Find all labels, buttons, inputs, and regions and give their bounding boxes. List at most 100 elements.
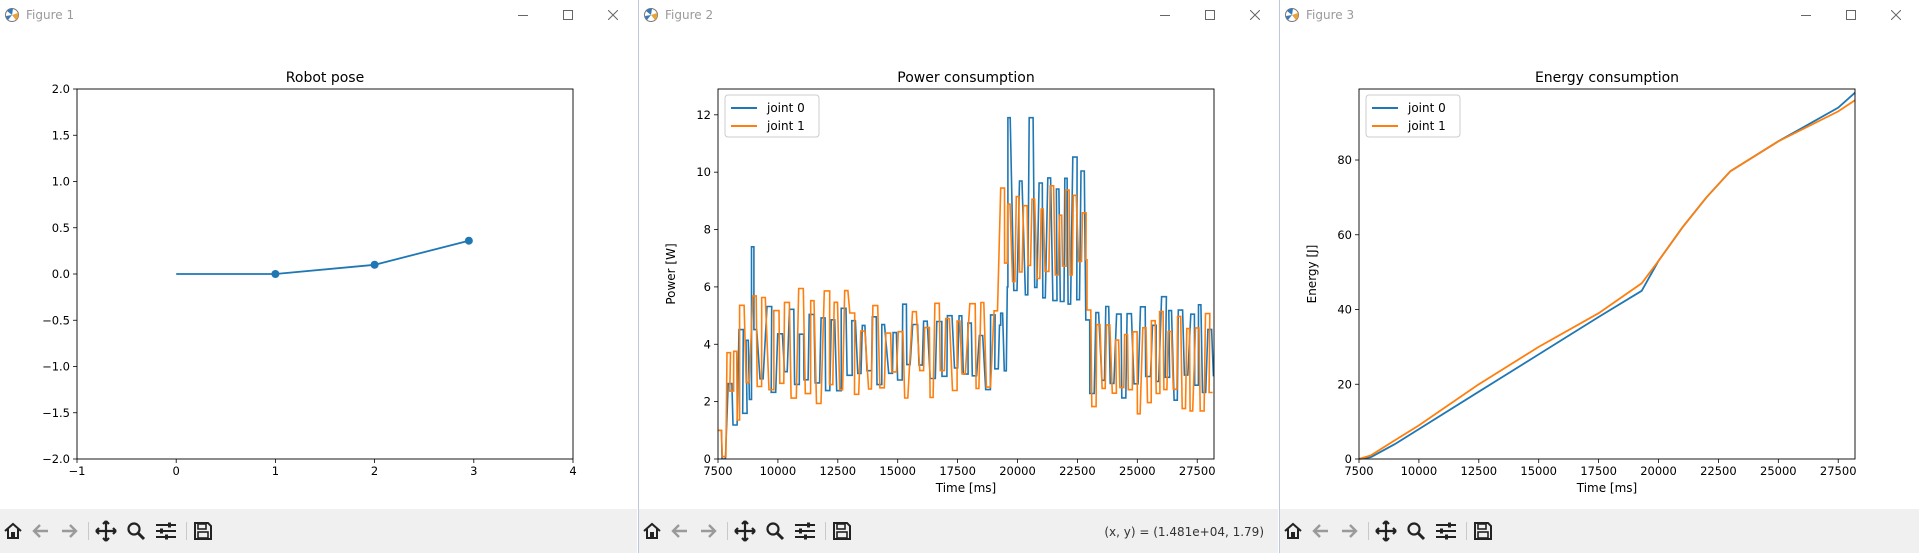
minimize-button[interactable] (1791, 3, 1821, 27)
close-button[interactable] (1881, 3, 1911, 27)
y-tick-label: 1.0 (52, 175, 70, 189)
joint-marker (271, 270, 280, 278)
configure-subplots-button[interactable] (1434, 520, 1458, 542)
back-button[interactable] (29, 520, 53, 542)
minimize-button[interactable] (508, 3, 538, 27)
toolbar-separator (727, 522, 728, 540)
maximize-button[interactable] (1195, 3, 1225, 27)
maximize-icon (1846, 10, 1856, 20)
x-tick-label: 15000 (879, 464, 916, 478)
chart-title: Power consumption (897, 70, 1034, 86)
x-tick-label: 22500 (1700, 464, 1737, 478)
y-tick-label: 2 (704, 395, 711, 409)
zoom-button[interactable] (1404, 520, 1428, 542)
pose-line (176, 239, 470, 275)
robot-pose-chart: Robot pose −1 0 1 2 3 4 −2.0 −1.5 −1.0 −0.5 0.0 0.5 1… (42, 70, 577, 478)
y-tick-label: 10 (696, 165, 711, 179)
back-arrow-icon (32, 524, 48, 538)
forward-button[interactable] (57, 520, 81, 542)
pan-icon (734, 520, 756, 542)
series-line-joint-0 (718, 116, 1214, 459)
zoom-button[interactable] (124, 520, 148, 542)
pan-icon (1375, 520, 1397, 542)
joint-marker (464, 236, 473, 245)
title-bar[interactable]: Figure 3 (1280, 0, 1919, 31)
forward-button[interactable] (696, 520, 720, 542)
title-bar[interactable]: Figure 2 (639, 0, 1278, 31)
configure-subplots-button[interactable] (154, 520, 178, 542)
maximize-button[interactable] (553, 3, 583, 27)
figure-canvas[interactable]: Robot pose −1 0 1 2 3 4 −2.0 −1.5 −1.0 −0.5 0.0 0.5 1… (0, 31, 637, 509)
x-axis-label: Time [ms] (935, 481, 997, 495)
pan-button[interactable] (733, 520, 757, 542)
y-tick-label: 80 (1337, 153, 1352, 167)
legend-label: joint 0 (766, 101, 805, 115)
series-line-joint-1 (718, 185, 1213, 458)
pan-button[interactable] (1374, 520, 1398, 542)
home-icon (643, 522, 661, 539)
back-button[interactable] (1309, 520, 1333, 542)
cursor-coordinates-readout: (x, y) = (1.481e+04, 1.79) (1104, 525, 1264, 539)
legend: joint 0 joint 1 (724, 94, 820, 138)
energy-consumption-chart: Energy consumption 7500 10000 12500 15000 175… (1305, 70, 1857, 495)
x-tick-label: 0 (173, 464, 180, 478)
axes-frame (76, 88, 574, 460)
toolbar-separator (1466, 522, 1467, 540)
y-tick-label: 1.5 (52, 128, 70, 142)
navigation-toolbar (1280, 509, 1919, 553)
save-icon (833, 522, 851, 540)
minimize-icon (1801, 15, 1811, 16)
x-tick-label: −1 (69, 464, 86, 478)
back-arrow-icon (671, 524, 687, 538)
zoom-icon (127, 522, 146, 541)
window-title: Figure 3 (1306, 8, 1355, 22)
y-tick-label: 4 (704, 337, 711, 351)
y-tick-label: 12 (696, 108, 711, 122)
x-tick-label: 25000 (1760, 464, 1797, 478)
y-tick-label: −2.0 (42, 452, 70, 466)
legend-label: joint 0 (1407, 101, 1446, 115)
minimize-button[interactable] (1150, 3, 1180, 27)
home-button[interactable] (1, 520, 25, 542)
maximize-button[interactable] (1836, 3, 1866, 27)
y-axis-label: Energy [J] (1305, 245, 1319, 304)
x-tick-label: 7500 (1344, 464, 1373, 478)
figure-canvas[interactable]: Power consumption 7500 10000 12500 15000 1750… (639, 31, 1278, 509)
x-tick-label: 7500 (703, 464, 732, 478)
x-tick-label: 20000 (1640, 464, 1677, 478)
home-button[interactable] (1281, 520, 1305, 542)
close-button[interactable] (598, 3, 628, 27)
x-tick-label: 12500 (1461, 464, 1498, 478)
save-button[interactable] (830, 520, 854, 542)
x-tick-label: 27500 (1179, 464, 1216, 478)
save-icon (194, 522, 212, 540)
y-tick-label: 0 (1345, 452, 1352, 466)
legend-label: joint 1 (1407, 119, 1446, 133)
y-tick-label: 40 (1337, 303, 1352, 317)
save-icon (1474, 522, 1492, 540)
figure-window-2: Figure 2 Power consumption 7500 10000 12500… (638, 0, 1278, 553)
save-button[interactable] (191, 520, 215, 542)
close-button[interactable] (1240, 3, 1270, 27)
save-button[interactable] (1471, 520, 1495, 542)
axes-frame (717, 88, 1215, 460)
toolbar-separator (825, 522, 826, 540)
configure-subplots-icon (1436, 522, 1456, 540)
x-tick-label: 20000 (999, 464, 1036, 478)
y-tick-label: 6 (704, 280, 711, 294)
series-line-joint-0 (1358, 92, 1856, 460)
close-icon (1891, 10, 1901, 20)
pan-button[interactable] (94, 520, 118, 542)
title-bar[interactable]: Figure 1 (0, 0, 637, 31)
configure-subplots-button[interactable] (793, 520, 817, 542)
x-tick-label: 27500 (1820, 464, 1857, 478)
back-button[interactable] (668, 520, 692, 542)
home-button[interactable] (640, 520, 664, 542)
zoom-button[interactable] (763, 520, 787, 542)
figure-canvas[interactable]: Energy consumption 7500 10000 12500 15000 175… (1280, 31, 1919, 509)
close-icon (608, 10, 618, 20)
forward-button[interactable] (1337, 520, 1361, 542)
x-tick-label: 12500 (820, 464, 857, 478)
window-title: Figure 1 (26, 8, 75, 22)
y-tick-label: −1.0 (42, 360, 70, 374)
